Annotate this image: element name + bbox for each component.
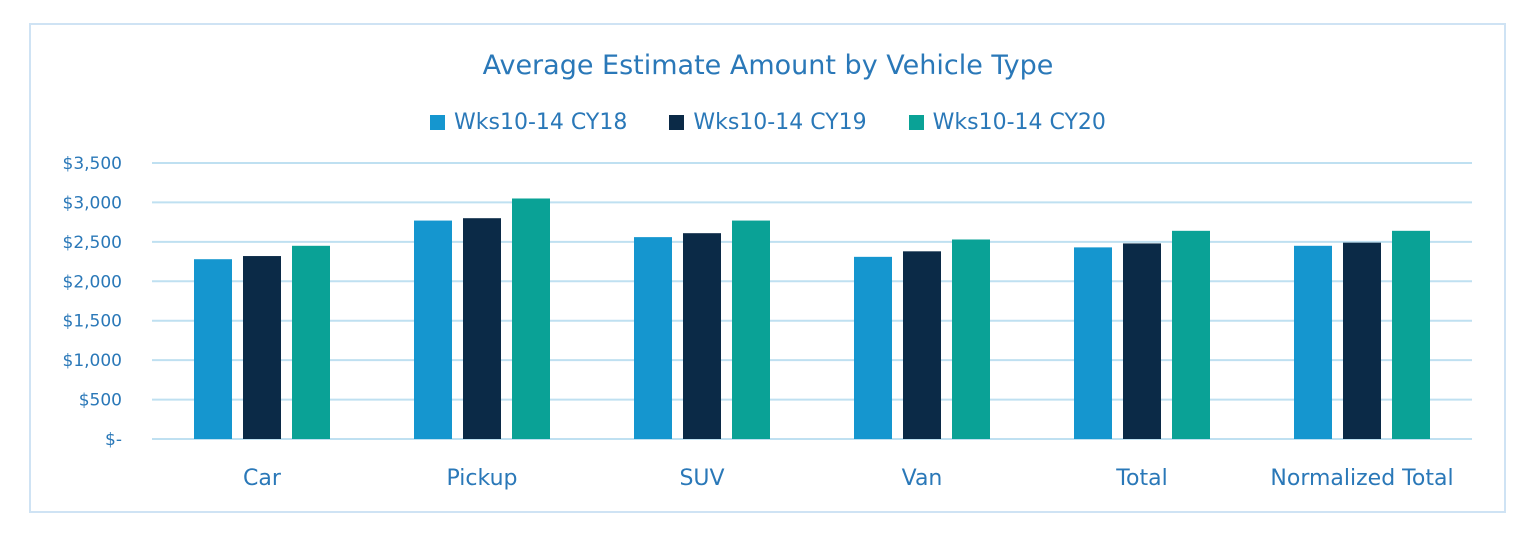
bar-van-series-0 [854, 256, 892, 439]
legend-item: Wks10-14 CY19 [669, 110, 867, 135]
x-category-label: Total [1115, 466, 1167, 491]
legend-swatch [430, 115, 446, 130]
bar-suv-series-0 [634, 237, 672, 439]
legend-label: Wks10-14 CY20 [932, 110, 1106, 135]
legend-item: Wks10-14 CY18 [430, 110, 627, 135]
bar-pickup-series-0 [414, 220, 452, 439]
chart-title: Average Estimate Amount by Vehicle Type [482, 50, 1054, 81]
bar-normalized-total-series-0 [1294, 245, 1332, 439]
legend-label: Wks10-14 CY19 [693, 110, 867, 135]
x-category-label: Car [243, 466, 282, 491]
y-tick-label: $500 [79, 391, 122, 411]
y-tick-label: $2,000 [63, 272, 122, 292]
bar-total-series-1 [1123, 243, 1161, 439]
y-tick-label: $1,000 [63, 351, 122, 371]
bar-pickup-series-1 [463, 218, 501, 439]
legend-label: Wks10-14 CY18 [454, 110, 628, 135]
bar-car-series-1 [243, 256, 281, 439]
y-tick-label: $2,500 [63, 233, 122, 253]
x-category-label: Normalized Total [1270, 466, 1453, 491]
bar-van-series-2 [952, 239, 990, 439]
y-tick-label: $3,500 [63, 154, 122, 174]
legend-item: Wks10-14 CY20 [908, 110, 1106, 135]
bar-suv-series-1 [683, 233, 721, 439]
bar-normalized-total-series-2 [1392, 230, 1430, 439]
bar-van-series-1 [903, 251, 941, 439]
bar-car-series-2 [292, 245, 330, 439]
bar-total-series-0 [1074, 247, 1112, 439]
bar-normalized-total-series-1 [1343, 242, 1381, 439]
bar-pickup-series-2 [512, 198, 550, 439]
bar-suv-series-2 [732, 220, 770, 439]
x-category-label: Pickup [447, 466, 518, 491]
legend: Wks10-14 CY18 Wks10-14 CY19 Wks10-14 CY20 [0, 110, 1536, 135]
bar-total-series-2 [1172, 230, 1210, 439]
y-tick-label: $3,000 [63, 193, 122, 213]
x-category-label: Van [902, 466, 943, 491]
bar-car-series-0 [194, 259, 232, 439]
y-tick-label: $1,500 [63, 312, 122, 332]
legend-swatch [908, 115, 924, 130]
y-tick-label: $- [105, 430, 122, 450]
legend-swatch [669, 115, 685, 130]
x-category-label: SUV [679, 466, 724, 491]
